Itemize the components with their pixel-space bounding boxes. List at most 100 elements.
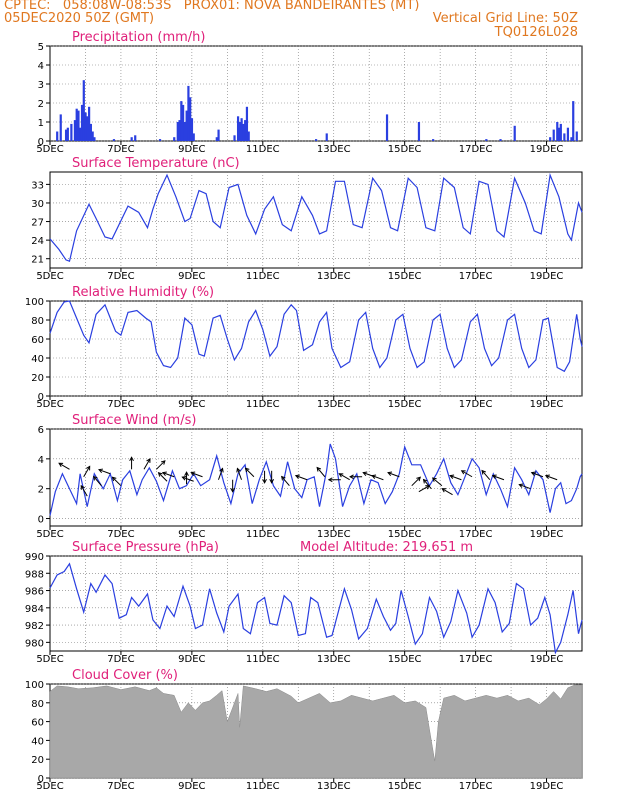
precip-bar xyxy=(93,137,96,141)
x-tick-label: 13DEC xyxy=(317,271,351,282)
panel-frame xyxy=(49,45,583,142)
wind-arrow-head xyxy=(387,471,393,476)
precip-bar xyxy=(134,135,137,141)
wind-arrow-head xyxy=(160,460,166,465)
precip-bar xyxy=(572,101,575,141)
precip-bar xyxy=(240,118,243,141)
x-tick-label: 17DEC xyxy=(459,399,493,410)
x-tick-label: 7DEC xyxy=(107,654,134,665)
x-tick-label: 9DEC xyxy=(178,781,205,792)
series-line xyxy=(49,172,583,262)
wind-arrow xyxy=(371,475,384,481)
wind-arrow xyxy=(162,472,175,478)
wind-arrow xyxy=(295,475,308,481)
wind-arrow xyxy=(281,476,290,487)
precip-bar xyxy=(130,137,133,141)
precip-bar xyxy=(233,135,236,141)
x-tick-label: 15DEC xyxy=(388,399,422,410)
precip-bar xyxy=(247,131,250,141)
precip-bar xyxy=(575,131,578,141)
precip-bar xyxy=(178,120,181,141)
y-tick-label: 24 xyxy=(31,236,44,247)
y-tick-label: 1 xyxy=(38,118,44,129)
wind-arrow-head xyxy=(93,475,98,481)
wind-arrow-head xyxy=(338,473,344,478)
y-tick-label: 20 xyxy=(31,373,44,384)
precip-bar xyxy=(158,139,162,141)
wind-arrow xyxy=(461,470,473,478)
precip-bar xyxy=(192,133,195,141)
x-tick-label: 17DEC xyxy=(459,144,493,155)
precip-bar xyxy=(557,127,561,141)
x-tick-label: 19DEC xyxy=(530,529,564,540)
wind-arrow-head xyxy=(316,466,322,472)
wind-arrow xyxy=(387,472,400,478)
wind-arrow-head xyxy=(98,468,104,473)
x-tick-label: 19DEC xyxy=(530,399,564,410)
wind-arrow xyxy=(236,468,242,480)
precip-bar xyxy=(236,116,240,141)
precip-bar xyxy=(75,108,78,141)
wind-arrow-head xyxy=(362,471,368,476)
precip-bar xyxy=(66,127,69,141)
x-tick-label: 17DEC xyxy=(459,781,493,792)
y-tick-label: 40 xyxy=(31,354,44,365)
precip-bar xyxy=(91,131,94,141)
x-tick-label: 13DEC xyxy=(317,654,351,665)
wind-arrow-head xyxy=(244,467,250,473)
x-tick-label: 5DEC xyxy=(36,144,63,155)
precip-bar xyxy=(417,122,421,141)
x-tick-label: 9DEC xyxy=(178,529,205,540)
wind-arrow xyxy=(545,475,558,481)
wind-arrow-head xyxy=(518,483,524,488)
wind-arrow-head xyxy=(146,457,151,463)
wind-arrow-head xyxy=(184,471,189,476)
x-tick-label: 7DEC xyxy=(107,781,134,792)
precip-bar xyxy=(88,106,91,141)
wind-arrow-head xyxy=(460,470,466,475)
panel-title: Surface Wind (m/s) xyxy=(72,413,196,428)
x-tick-label: 15DEC xyxy=(388,271,422,282)
x-tick-label: 11DEC xyxy=(246,271,280,282)
precip-bar xyxy=(325,133,328,141)
panel-subtitle: Model Altitude: 219.651 m xyxy=(300,540,473,555)
y-tick-label: 21 xyxy=(31,255,44,266)
precip-bar xyxy=(173,137,176,141)
y-tick-label: 2 xyxy=(38,485,44,496)
x-tick-label: 11DEC xyxy=(246,399,280,410)
x-tick-label: 19DEC xyxy=(530,654,564,665)
wind-arrow-head xyxy=(161,471,167,476)
y-tick-label: 33 xyxy=(31,180,44,191)
wind-arrow-head xyxy=(281,475,286,481)
wind-arrow xyxy=(58,462,70,470)
precip-bar xyxy=(77,110,80,141)
wind-arrow xyxy=(531,472,544,478)
y-tick-label: 0 xyxy=(38,392,44,403)
precip-bar xyxy=(217,129,220,141)
wind-arrow xyxy=(143,458,151,470)
wind-arrow xyxy=(492,475,505,481)
x-tick-label: 9DEC xyxy=(178,654,205,665)
precip-bar xyxy=(215,137,218,141)
x-tick-label: 5DEC xyxy=(36,654,63,665)
precip-bar xyxy=(245,106,249,141)
wind-arrow-head xyxy=(416,476,421,482)
precip-bar xyxy=(244,120,247,141)
y-tick-label: 80 xyxy=(31,699,44,710)
wind-arrow-head xyxy=(491,474,497,479)
wind-arrow-head xyxy=(544,474,550,479)
y-tick-label: 60 xyxy=(31,335,44,346)
y-tick-label: 984 xyxy=(25,604,44,615)
precip-bar xyxy=(385,114,389,141)
y-tick-label: 100 xyxy=(25,680,44,691)
wind-arrow-head xyxy=(262,479,267,484)
wind-arrow xyxy=(98,469,111,475)
wind-arrow xyxy=(158,472,168,482)
wind-arrow-head xyxy=(449,474,455,479)
precip-bar xyxy=(80,104,84,141)
x-tick-label: 11DEC xyxy=(246,781,280,792)
precip-bar xyxy=(187,85,190,141)
precip-bar xyxy=(549,137,552,141)
x-tick-label: 11DEC xyxy=(246,144,280,155)
wind-arrow-head xyxy=(219,467,224,473)
